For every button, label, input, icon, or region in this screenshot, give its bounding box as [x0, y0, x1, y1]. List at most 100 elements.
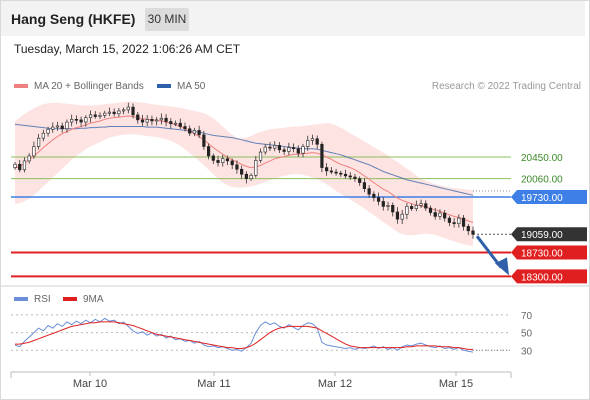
candle-body [424, 203, 428, 209]
candle-body [98, 115, 102, 117]
ma20-line [14, 115, 474, 223]
credit-text: Research © 2022 Trading Central [431, 81, 581, 92]
candle-body [372, 193, 376, 198]
candle-body [126, 106, 130, 111]
candle-body [240, 168, 244, 175]
candle-body [27, 155, 31, 162]
candle-body [438, 212, 442, 217]
candle-body [70, 119, 74, 123]
candle-body [74, 119, 78, 121]
candle-body [400, 213, 404, 220]
candle-body [358, 178, 362, 183]
candle-body [447, 217, 451, 223]
candle-body [112, 111, 116, 115]
candle-body [164, 117, 168, 122]
level-label-support-4: 18730.00 [521, 248, 563, 259]
candle-body [65, 121, 69, 130]
candle-body [60, 125, 64, 130]
candle-body [291, 147, 296, 150]
candle-body [452, 222, 456, 224]
interval-button[interactable]: 30 MIN [145, 8, 189, 31]
candle-body [84, 117, 88, 123]
candle-body [249, 175, 253, 179]
candle-body [367, 188, 371, 195]
x-tick-label-3: Mar 15 [439, 378, 473, 390]
level-tag-support-4 [511, 245, 587, 260]
rsi-ma-line [15, 321, 473, 350]
candle-body [107, 111, 112, 114]
legend-ma50-label: MA 50 [177, 81, 206, 92]
timestamp: Tuesday, March 15, 2022 1:06:26 AM CET [14, 42, 241, 56]
candle-body [329, 170, 333, 173]
candle-body [192, 130, 197, 134]
candle-body [461, 217, 466, 227]
candle-body [178, 122, 182, 127]
candle-body [140, 119, 145, 123]
candle-body [93, 114, 97, 117]
candle-body [221, 158, 225, 163]
candle-body [188, 128, 192, 134]
forecast-arrow-head [495, 257, 509, 276]
candle-body [103, 112, 107, 116]
candle-body [287, 147, 291, 152]
candle-body [443, 212, 447, 219]
candle-body [202, 134, 206, 147]
candle-body [155, 119, 159, 122]
candle-body [414, 205, 418, 209]
candle-body [136, 114, 140, 121]
candle-body [376, 197, 381, 202]
legend-ma20-label: MA 20 + Bollinger Bands [34, 81, 144, 92]
candle-body [159, 117, 163, 121]
candle-body [150, 119, 154, 122]
candle-body [268, 146, 272, 149]
candle-body [254, 160, 258, 176]
rsi-tick-label-30: 30 [521, 346, 533, 357]
candle-body [386, 205, 390, 207]
candle-body [46, 128, 50, 134]
legend-rsi-ma-label: 9MA [83, 294, 104, 305]
candle-body [471, 230, 475, 235]
level-label-support-5: 18300.00 [521, 272, 563, 283]
rsi-ma-swatch [63, 297, 77, 302]
candle-body [301, 146, 305, 154]
rsi-tick-label-50: 50 [521, 329, 533, 340]
candle-body [225, 158, 230, 162]
candle-body [55, 125, 60, 128]
candle-body [273, 145, 277, 149]
candle-body [391, 205, 395, 213]
ma50-swatch [157, 84, 171, 89]
candle-body [41, 132, 45, 139]
candle-body [315, 138, 319, 145]
x-tick-label-2: Mar 12 [318, 378, 352, 390]
legend-rsi: RSI [14, 294, 51, 305]
candle-body [457, 217, 461, 224]
candle-body [334, 171, 338, 174]
forecast-arrow-shaft [475, 235, 503, 269]
rsi-tick-label-70: 70 [521, 311, 533, 322]
candle-body [235, 164, 239, 170]
candle-body [37, 137, 41, 147]
candle-body [197, 130, 201, 136]
candle-body [173, 122, 178, 125]
candle-body [310, 138, 315, 141]
level-label-pivot-2: 19730.00 [521, 193, 563, 204]
candle-body [183, 126, 187, 130]
candle-body [206, 146, 211, 157]
candle-body [428, 207, 433, 213]
candle-body [145, 119, 149, 123]
candle-body [244, 173, 248, 179]
legend-rsi-ma: 9MA [63, 294, 104, 305]
header-bar: Hang Seng (HKFE) 30 MIN [1, 1, 585, 36]
level-label-resistance-0: 20450.00 [521, 153, 563, 164]
level-tag-current-3 [511, 227, 587, 242]
candle-body [381, 201, 385, 207]
x-tick-label-0: Mar 10 [73, 378, 107, 390]
candle-body [22, 160, 27, 171]
candle-body [169, 121, 173, 125]
candle-body [258, 151, 263, 161]
rsi-line [14, 317, 474, 353]
level-label-current-3: 19059.00 [521, 230, 563, 241]
candle-body [18, 163, 22, 171]
